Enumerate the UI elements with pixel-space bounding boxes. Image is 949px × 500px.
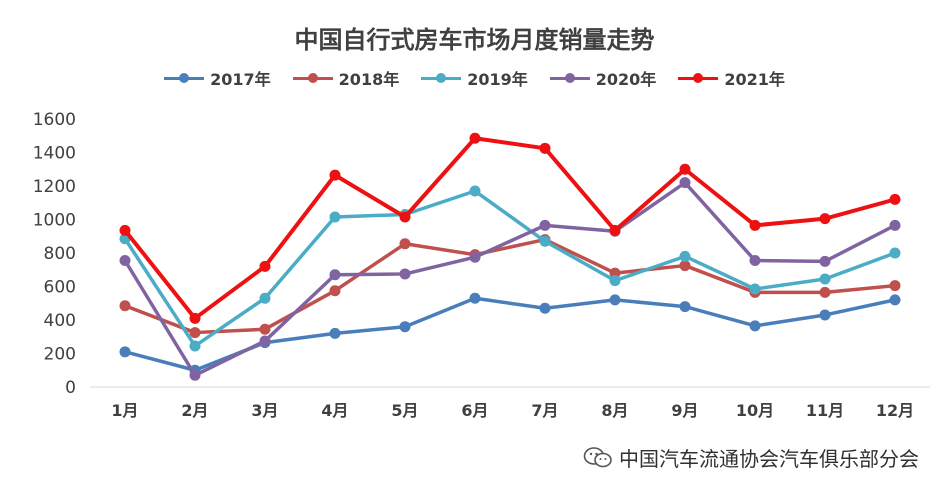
data-point	[119, 255, 131, 267]
data-point	[889, 193, 901, 205]
data-point	[749, 320, 761, 332]
legend-label: 2018年	[338, 70, 400, 89]
data-point	[259, 335, 271, 347]
data-point	[819, 273, 831, 285]
legend-swatch	[292, 72, 333, 84]
data-point	[189, 327, 201, 339]
series-line-2021年	[123, 136, 897, 321]
data-point	[119, 346, 131, 358]
x-tick-label: 10月	[736, 401, 774, 420]
x-tick-label: 8月	[601, 401, 628, 420]
data-point	[609, 275, 621, 287]
data-point	[539, 142, 551, 154]
data-point	[329, 269, 341, 281]
data-point	[259, 260, 271, 272]
data-point	[469, 251, 481, 263]
legend-swatch	[164, 72, 205, 84]
data-point	[259, 323, 271, 335]
data-point	[819, 255, 831, 267]
data-point	[679, 260, 691, 272]
data-point	[119, 300, 131, 312]
y-tick-label: 1000	[33, 211, 76, 231]
legend-label: 2017年	[210, 70, 271, 89]
data-point	[329, 285, 341, 297]
x-tick-label: 12月	[876, 401, 914, 420]
legend-label: 2021年	[724, 70, 785, 89]
data-point	[259, 292, 271, 304]
legend-swatch	[549, 72, 590, 84]
data-point	[539, 302, 551, 314]
data-point	[539, 219, 551, 231]
data-point	[679, 163, 691, 175]
data-point	[189, 312, 201, 324]
data-point	[819, 286, 831, 298]
legend-swatch	[678, 72, 719, 84]
legend-item-2018: 2018年	[292, 66, 400, 90]
y-tick-label: 400	[44, 311, 76, 331]
data-point	[399, 268, 411, 280]
x-tick-label: 2月	[181, 401, 208, 420]
data-point	[469, 185, 481, 197]
data-point	[889, 219, 901, 231]
data-point	[609, 267, 621, 279]
data-point	[679, 177, 691, 189]
series-line-2018年	[123, 237, 897, 335]
data-point	[539, 235, 551, 247]
data-point	[189, 369, 201, 381]
data-point	[399, 238, 411, 250]
data-point	[749, 219, 761, 231]
data-point	[749, 255, 761, 267]
data-point	[189, 340, 201, 352]
data-point	[889, 280, 901, 292]
series-line-2020年	[123, 180, 897, 378]
data-point	[399, 211, 411, 223]
x-tick-label: 4月	[321, 401, 348, 420]
data-point	[469, 132, 481, 144]
y-tick-label: 0	[65, 378, 76, 398]
y-tick-label: 800	[44, 244, 76, 264]
x-tick-label: 1月	[111, 401, 138, 420]
data-point	[889, 247, 901, 259]
wechat-icon	[583, 446, 612, 467]
legend-item-2019: 2019年	[421, 66, 528, 90]
data-point	[819, 309, 831, 321]
chart-title: 中国自行式房车市场月度销量走势	[294, 26, 655, 54]
chart-legend: 2017年 2018年 2019年 2020年 2021年	[0, 66, 949, 90]
x-tick-label: 6月	[461, 401, 488, 420]
x-tick-label: 5月	[391, 401, 418, 420]
x-tick-label: 3月	[251, 401, 278, 420]
legend-label: 2019年	[467, 70, 528, 89]
legend-label: 2020年	[595, 70, 657, 89]
x-tick-label: 11月	[806, 401, 844, 420]
data-point	[329, 211, 341, 223]
data-point	[819, 213, 831, 225]
y-tick-label: 1400	[33, 144, 76, 164]
y-tick-label: 200	[44, 345, 76, 365]
legend-item-2020: 2020年	[549, 66, 657, 90]
watermark-text: 中国汽车流通协会汽车俱乐部分会	[619, 447, 919, 471]
data-point	[889, 294, 901, 306]
x-tick-label: 7月	[531, 401, 558, 420]
legend-swatch	[421, 72, 462, 84]
data-point	[609, 224, 621, 236]
series-line-2019年	[123, 189, 897, 348]
y-tick-label: 600	[44, 278, 76, 298]
data-point	[399, 321, 411, 333]
data-point	[679, 301, 691, 313]
watermark: 中国汽车流通协会汽车俱乐部分会	[583, 443, 919, 472]
x-tick-label: 9月	[671, 401, 698, 420]
legend-item-2021: 2021年	[678, 66, 785, 90]
data-point	[749, 283, 761, 295]
y-tick-label: 1200	[33, 177, 76, 197]
data-point	[329, 169, 341, 181]
data-point	[679, 250, 691, 262]
data-point	[119, 224, 131, 236]
legend-item-2017: 2017年	[164, 66, 271, 90]
series-line-2017年	[123, 296, 897, 372]
y-tick-label: 1600	[33, 110, 76, 130]
data-point	[469, 292, 481, 304]
data-point	[609, 294, 621, 306]
data-point	[329, 327, 341, 339]
